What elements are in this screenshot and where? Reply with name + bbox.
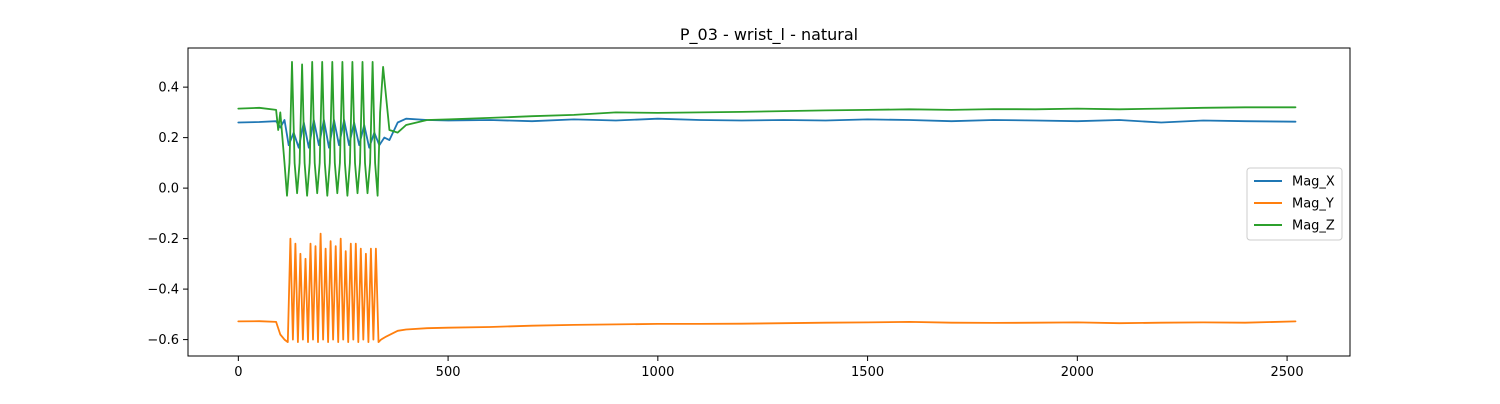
legend-label: Mag_Z [1292,219,1335,234]
x-tick-label: 2000 [1061,365,1094,380]
series-line-mag-y [237,232,1297,343]
y-tick-label: −0.4 [147,283,179,298]
x-axis: 0 500 1000 1500 2000 2500 [234,356,1304,380]
plot-frame [187,47,1351,357]
y-tick-label: −0.2 [147,232,179,247]
x-tick-label: 0 [234,365,242,380]
legend: Mag_X Mag_Y Mag_Z [1246,167,1343,241]
y-tick-label: 0.4 [158,81,179,96]
legend-label: Mag_Y [1292,197,1334,212]
y-tick-label: −0.6 [147,333,179,348]
series-line-mag-x [237,117,1297,149]
series-layer [237,61,1297,343]
chart-title: P_03 - wrist_l - natural [680,25,858,45]
x-tick-label: 500 [436,365,461,380]
legend-box [1246,167,1343,241]
y-tick-label: 0.2 [158,131,179,146]
legend-label: Mag_X [1292,175,1335,190]
x-tick-label: 2500 [1271,365,1304,380]
y-tick-label: 0.0 [158,182,179,197]
y-axis: −0.6 −0.4 −0.2 0.0 0.2 0.4 [147,81,188,348]
x-tick-label: 1000 [641,365,674,380]
x-tick-label: 1500 [851,365,884,380]
series-line-mag-z [237,61,1297,197]
